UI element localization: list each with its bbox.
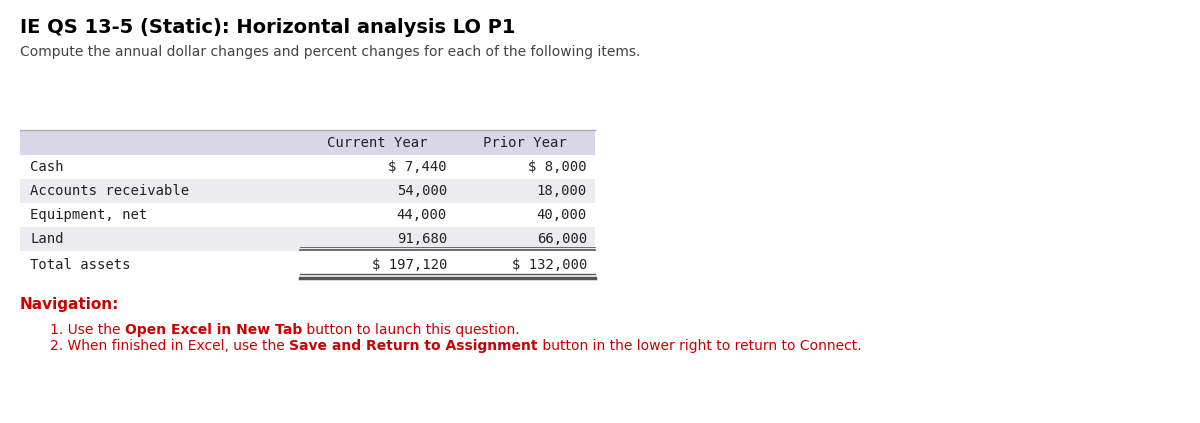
Text: button to launch this question.: button to launch this question. [302,323,520,337]
Text: Cash: Cash [30,160,64,174]
Bar [20,179,595,203]
Text: Open Excel in New Tab: Open Excel in New Tab [125,323,302,337]
Text: Prior Year: Prior Year [484,135,566,149]
Text: 40,000: 40,000 [536,208,587,222]
Bar [20,130,595,155]
Text: button in the lower right to return to Connect.: button in the lower right to return to C… [538,339,862,353]
Text: 18,000: 18,000 [536,184,587,198]
Text: Total assets: Total assets [30,258,131,272]
Text: $ 132,000: $ 132,000 [511,258,587,272]
Text: Save and Return to Assignment: Save and Return to Assignment [289,339,538,353]
Text: 91,680: 91,680 [397,232,446,246]
Bar [20,155,595,179]
Text: Navigation:: Navigation: [20,297,119,312]
Text: $ 7,440: $ 7,440 [389,160,446,174]
Bar [20,203,595,227]
Text: Equipment, net: Equipment, net [30,208,148,222]
Text: Land: Land [30,232,64,246]
Text: Current Year: Current Year [328,135,427,149]
Text: 1. Use the: 1. Use the [50,323,125,337]
Text: Accounts receivable: Accounts receivable [30,184,190,198]
Text: 66,000: 66,000 [536,232,587,246]
Text: $ 197,120: $ 197,120 [372,258,446,272]
Text: 44,000: 44,000 [397,208,446,222]
Text: 54,000: 54,000 [397,184,446,198]
Bar [20,227,595,251]
Text: 2. When finished in Excel, use the: 2. When finished in Excel, use the [50,339,289,353]
Text: $ 8,000: $ 8,000 [528,160,587,174]
Text: IE QS 13-5 (Static): Horizontal analysis LO P1: IE QS 13-5 (Static): Horizontal analysis… [20,18,516,37]
Text: Compute the annual dollar changes and percent changes for each of the following : Compute the annual dollar changes and pe… [20,45,641,59]
